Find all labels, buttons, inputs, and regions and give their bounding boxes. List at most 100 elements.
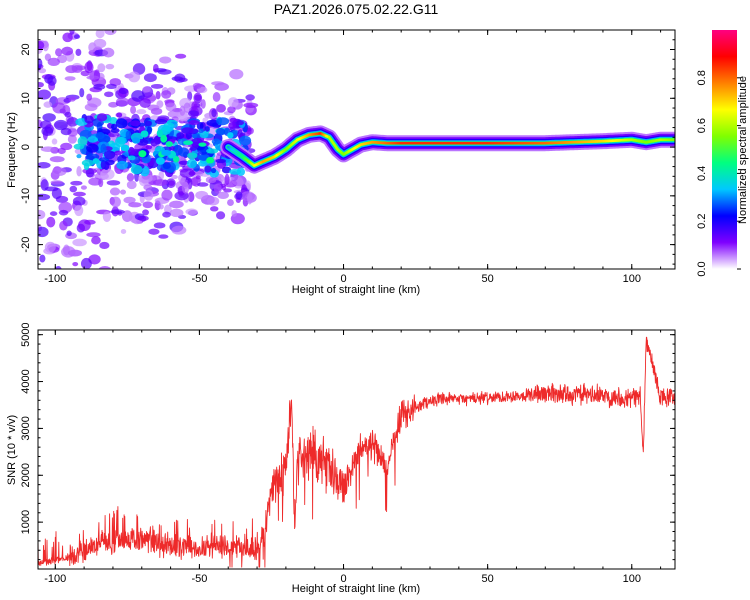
x-tick-label: 100 [623,273,641,285]
heatmap-noise-blob [38,58,43,69]
heatmap-noise-blob [46,216,56,228]
heatmap-noise-blob [168,146,176,151]
y-tick-label: 2000 [20,463,32,487]
heatmap-noise-blob [59,220,68,231]
colorbar-tick-label: 0.0 [696,261,708,276]
heatmap-noise-blob [86,143,99,153]
heatmap-noise-blob [167,180,175,186]
heatmap-hot-spot [120,144,130,152]
heatmap-noise-blob [174,73,186,83]
heatmap-noise-blob [161,189,173,201]
heatmap-noise-blob [72,196,86,206]
heatmap-noise-blob [211,81,225,86]
heatmap-noise-blob [100,159,106,170]
heatmap-noise-blob [211,109,217,118]
heatmap-noise-blob [155,91,161,100]
x-tick-label: -100 [44,573,66,585]
heatmap-noise-blob [187,91,193,101]
heatmap-noise-blob [96,113,108,122]
heatmap-noise-blob [85,168,95,178]
heatmap-noise-blob [88,177,102,186]
colorbar: 0.0 0.2 0.4 0.6 0.8 Normalized spectral ampl… [696,30,749,277]
heatmap-noise-blob [115,136,126,148]
heatmap-noise-blob [123,196,136,204]
heatmap-noise-blob [95,30,105,39]
heatmap-noise-blob [165,102,177,112]
heatmap-noise-blob [161,90,172,99]
heatmap-noise-blob [130,105,137,115]
heatmap-noise-blob [120,229,127,235]
heatmap-noise-blob [150,139,158,147]
heatmap-noise-blob [212,92,221,102]
heatmap-noise-blob [81,159,95,167]
heatmap-noise-blob [164,136,178,142]
heatmap-noise-blob [144,120,152,127]
heatmap-noise-blob [130,164,143,175]
heatmap-noise-blob [50,180,64,185]
heatmap-noise-blob [185,208,198,216]
heatmap-noise-blob [38,162,51,169]
heatmap-noise-blob [175,53,187,59]
y-tick-label: 20 [20,43,32,55]
heatmap-noise-blob [69,185,78,193]
heatmap-noise-blob [227,199,234,206]
heatmap-noise-blob [68,96,76,102]
heatmap-hot-spot [160,134,168,143]
heatmap-noise-blob [39,254,46,263]
heatmap-noise-blob [38,81,44,88]
heatmap-noise-blob [44,241,56,253]
heatmap-noise-blob [137,215,149,222]
heatmap-noise-blob [116,112,123,118]
heatmap-hot-spot [172,155,180,163]
heatmap-noise-blob [161,125,171,135]
heatmap-noise-blob [73,34,81,39]
heatmap-noise-blob [217,191,229,200]
heatmap-noise-blob [74,204,84,217]
heatmap-noise-blob [142,209,149,216]
heatmap-noise-blob [193,92,203,104]
x-tick-label: -50 [191,573,207,585]
colorbar-tick-label: 0.2 [696,214,708,229]
heatmap-noise-blob [126,180,137,190]
x-tick-label: 50 [482,573,494,585]
heatmap-noise-blob [104,30,117,36]
heatmap-noise-blob [64,76,76,81]
heatmap-noise-blob [55,48,63,57]
heatmap-noise-blob [49,156,65,163]
heatmap-noise-blob [42,113,56,122]
heatmap-noise-blob [102,211,112,223]
heatmap-noise-blob [115,118,128,129]
heatmap-noise-blob [178,147,189,157]
snr-frame [37,329,676,570]
heatmap-noise-blob [195,190,209,200]
heatmap-noise-blob [109,117,118,125]
heatmap-hot-spot [92,158,100,164]
figure-title: PAZ1.2026.075.02.22.G11 [274,1,439,17]
spectrogram-x-label: Height of straight line (km) [292,284,420,296]
heatmap-noise-blob [228,122,237,129]
heatmap-noise-blob [110,196,121,208]
heatmap-noise-blob [239,135,252,146]
heatmap-hot-spot [155,157,165,165]
heatmap-noise-blob [86,75,100,80]
heatmap-noise-blob [188,171,196,176]
heatmap-noise-blob [235,191,243,200]
heatmap-noise-blob [61,46,74,56]
heatmap-noise-blob [58,209,69,216]
heatmap-noise-blob [41,8,51,19]
heatmap-noise-blob [40,146,56,152]
spectrogram-frame [37,29,676,270]
heatmap-noise-blob [100,168,115,180]
heatmap-hot-spot [138,150,147,158]
heatmap-noise-blob [76,154,82,159]
heatmap-noise-blob [84,115,94,124]
heatmap-noise-blob [47,75,57,86]
heatmap-noise-blob [154,119,168,125]
heatmap-noise-blob [131,90,145,102]
heatmap-noise-blob [221,166,232,174]
heatmap-noise-blob [100,143,107,155]
heatmap-noise-blob [110,209,125,215]
heatmap-noise-blob [72,238,87,247]
heatmap-noise-blob [116,160,128,170]
heatmap-noise-blob [243,102,259,108]
